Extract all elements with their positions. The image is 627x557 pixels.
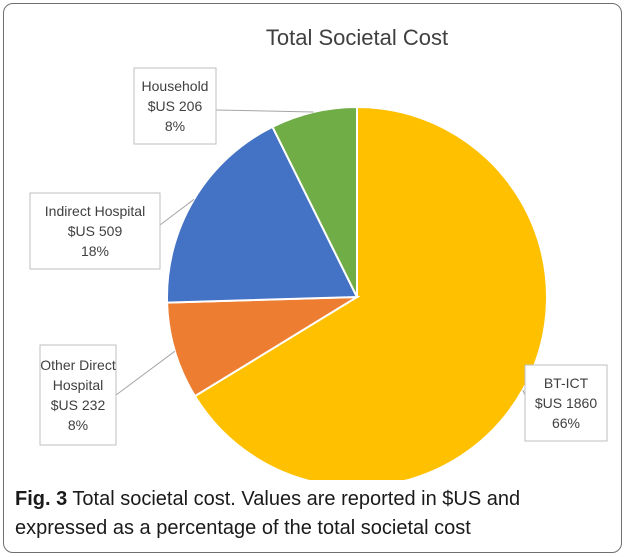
data-label-name-bt-ict: BT-ICT xyxy=(544,375,589,391)
slice-indirect-hospital xyxy=(166,125,359,304)
slice-household xyxy=(271,105,358,298)
data-label-percent-other-direct-hospital: 8% xyxy=(68,417,88,433)
leader-line-household xyxy=(215,109,314,113)
data-label-name-household: Household xyxy=(142,78,209,94)
label-box-bt-ict xyxy=(524,364,608,442)
leader-line-indirect-hospital xyxy=(159,198,195,226)
data-label-name-indirect-hospital: Indirect Hospital xyxy=(45,203,145,219)
chart-title: Total Societal Cost xyxy=(266,25,448,50)
data-label-percent-household: 8% xyxy=(165,118,185,134)
data-label-percent-indirect-hospital: 18% xyxy=(81,243,109,259)
caption-fig-label: Fig. 3 xyxy=(15,488,68,510)
label-box-household xyxy=(133,67,217,145)
slice-other-direct-hospital xyxy=(166,295,361,398)
slice-bt-ict xyxy=(193,105,548,480)
caption-text: Total societal cost. Values are reported… xyxy=(15,488,521,539)
leader-line-other-direct-hospital xyxy=(115,350,176,396)
data-label-amount-indirect-hospital: $US 509 xyxy=(68,223,123,239)
pie-slices xyxy=(166,105,548,480)
data-label-name-other-direct-hospital: Hospital xyxy=(53,377,104,393)
data-label-amount-bt-ict: $US 1860 xyxy=(535,395,597,411)
slice-labels: BT-ICT $US 1860 66% Other Direct Hospital $US… xyxy=(29,67,608,446)
data-label-percent-bt-ict: 66% xyxy=(552,415,580,431)
label-box-indirect-hospital xyxy=(29,192,161,270)
figure-caption: Fig. 3 Total societal cost. Values are r… xyxy=(15,485,615,543)
data-label-amount-household: $US 206 xyxy=(148,98,203,114)
data-label-name-other-direct-hospital: Other Direct xyxy=(40,357,116,373)
label-box-other-direct-hospital xyxy=(39,344,117,446)
leader-lines xyxy=(115,109,526,396)
pie-chart: Total Societal Cost BT-ICT $US 1860 66% Oth… xyxy=(29,25,608,480)
data-label-amount-other-direct-hospital: $US 232 xyxy=(51,397,106,413)
